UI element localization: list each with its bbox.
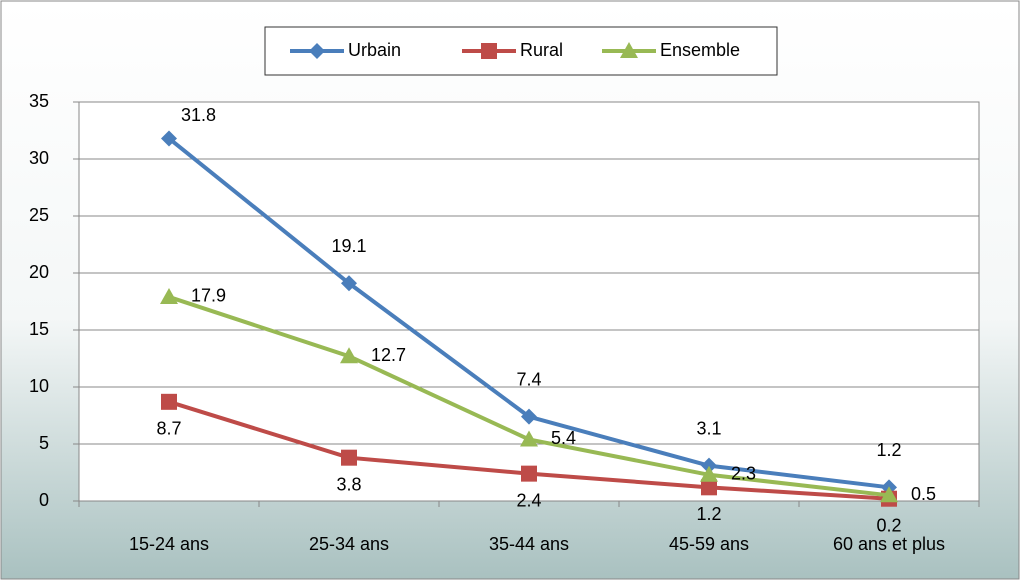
y-tick-label: 0 [39, 490, 49, 510]
data-label: 7.4 [516, 369, 541, 389]
legend-marker [309, 43, 325, 59]
data-label: 0.2 [876, 515, 901, 535]
point-marker [521, 465, 537, 482]
point-marker [161, 130, 177, 147]
data-label: 2.4 [516, 490, 541, 510]
data-label: 31.8 [181, 105, 216, 125]
y-tick-label: 35 [29, 91, 49, 111]
point-marker [701, 457, 717, 474]
x-tick-label: 15-24 ans [129, 534, 209, 554]
point-marker [341, 449, 357, 466]
data-label: 3.1 [696, 418, 721, 438]
point-marker [340, 347, 358, 364]
x-tick-label: 45-59 ans [669, 534, 749, 554]
y-tick-label: 15 [29, 319, 49, 339]
data-label: 0.5 [911, 484, 936, 504]
x-tick-label: 60 ans et plus [833, 534, 945, 554]
data-label: 1.2 [876, 440, 901, 460]
data-label: 12.7 [371, 345, 406, 365]
point-marker [341, 275, 357, 292]
point-marker [701, 479, 717, 496]
y-tick-label: 25 [29, 205, 49, 225]
data-label: 19.1 [331, 236, 366, 256]
legend-marker [481, 43, 497, 59]
y-tick-label: 10 [29, 376, 49, 396]
point-marker [520, 430, 538, 447]
point-marker [521, 408, 537, 425]
y-tick-label: 30 [29, 148, 49, 168]
data-label: 17.9 [191, 286, 226, 306]
legend-label: Ensemble [660, 40, 740, 60]
point-marker [880, 486, 898, 503]
y-tick-label: 5 [39, 433, 49, 453]
legend-label: Urbain [348, 40, 401, 60]
data-label: 5.4 [551, 428, 576, 448]
x-tick-label: 25-34 ans [309, 534, 389, 554]
point-marker [700, 465, 718, 482]
data-label: 3.8 [336, 474, 361, 494]
x-tick-label: 35-44 ans [489, 534, 569, 554]
legend-label: Rural [520, 40, 563, 60]
y-tick-label: 20 [29, 262, 49, 282]
data-label: 1.2 [696, 504, 721, 524]
legend-box [264, 26, 778, 76]
data-label: 2.3 [731, 464, 756, 484]
legend-marker [620, 42, 638, 58]
point-marker [161, 393, 177, 410]
point-marker [160, 287, 178, 304]
data-label: 8.7 [156, 419, 181, 439]
